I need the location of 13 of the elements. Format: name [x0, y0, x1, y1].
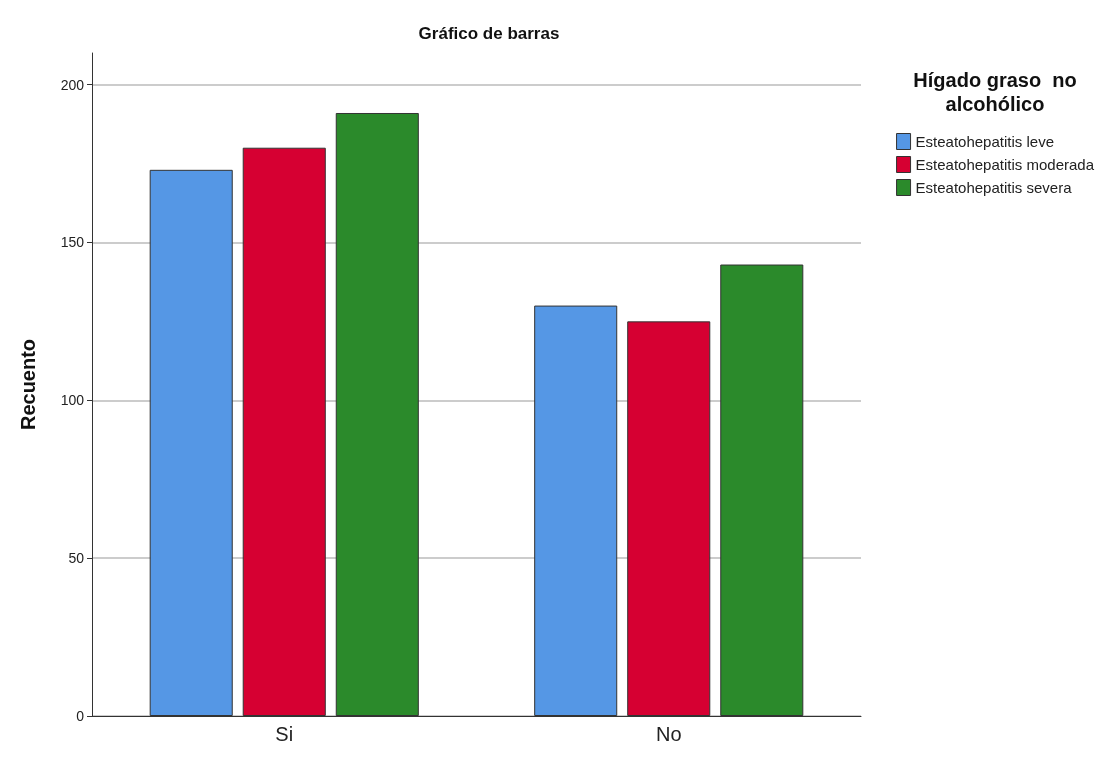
- y-tick-label: 50: [68, 550, 85, 567]
- y-tick-label: 100: [60, 392, 85, 409]
- y-tick-label: 150: [60, 234, 85, 251]
- x-tick-label: Si: [275, 723, 294, 745]
- y-axis-title: Recuento: [17, 338, 39, 431]
- legend-label: Esteatohepatitis severa: [915, 179, 1073, 196]
- legend-title: Hígado graso no alcohólico: [913, 69, 1077, 115]
- chart-title: Gráfico de barras: [418, 24, 560, 43]
- x-tick-label: No: [655, 723, 682, 745]
- legend-label: Esteatohepatitis leve: [915, 133, 1054, 150]
- y-tick-label: 200: [60, 76, 85, 93]
- legend-label: Esteatohepatitis moderada: [915, 156, 1095, 173]
- y-tick-label: 0: [76, 708, 85, 724]
